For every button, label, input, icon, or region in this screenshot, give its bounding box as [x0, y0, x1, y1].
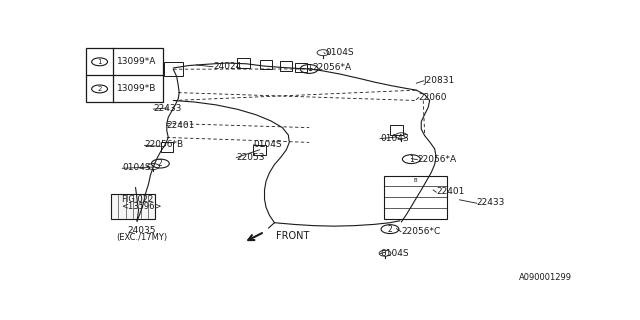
- Text: 22056*C: 22056*C: [401, 227, 440, 236]
- Text: 22056*B: 22056*B: [145, 140, 184, 149]
- Text: 24024: 24024: [213, 62, 241, 71]
- Text: 0104S: 0104S: [122, 163, 151, 172]
- Text: 22433: 22433: [154, 104, 182, 113]
- Text: 13099*A: 13099*A: [117, 57, 157, 66]
- Text: 22401: 22401: [436, 187, 465, 196]
- Bar: [86, 48, 163, 102]
- Text: FIG.022: FIG.022: [121, 195, 154, 204]
- Bar: [164, 62, 182, 76]
- Text: 2: 2: [388, 225, 392, 234]
- Bar: [111, 194, 156, 219]
- Text: FRONT: FRONT: [276, 230, 309, 241]
- Text: 1: 1: [409, 155, 413, 164]
- Text: 24035: 24035: [128, 226, 156, 235]
- Text: 22401: 22401: [167, 121, 195, 130]
- Text: 0104S: 0104S: [325, 48, 354, 57]
- Bar: [294, 63, 307, 72]
- Bar: [161, 142, 173, 152]
- Text: 2: 2: [97, 86, 102, 92]
- Text: 22056*A: 22056*A: [417, 155, 456, 164]
- Text: 1: 1: [97, 59, 102, 65]
- Text: 0104S: 0104S: [253, 140, 282, 149]
- Text: 22433: 22433: [477, 198, 505, 207]
- Text: 22060: 22060: [419, 92, 447, 101]
- Text: <13596>: <13596>: [121, 203, 162, 212]
- Text: 2: 2: [158, 159, 163, 168]
- Bar: [253, 145, 266, 155]
- Text: 1: 1: [307, 64, 312, 74]
- Text: 22056*A: 22056*A: [312, 63, 351, 72]
- Bar: [260, 60, 272, 69]
- Bar: [280, 61, 292, 71]
- Bar: [390, 125, 403, 135]
- Text: 13099*B: 13099*B: [117, 84, 157, 93]
- Text: J20831: J20831: [424, 76, 455, 85]
- Text: (EXC./17MY): (EXC./17MY): [116, 233, 168, 242]
- Text: 22053: 22053: [236, 153, 265, 162]
- Text: B: B: [413, 178, 417, 183]
- Text: 0104S: 0104S: [380, 249, 409, 258]
- Bar: [383, 176, 447, 219]
- Text: 0104S: 0104S: [380, 134, 409, 143]
- Text: A090001299: A090001299: [519, 273, 572, 283]
- Bar: [237, 58, 250, 68]
